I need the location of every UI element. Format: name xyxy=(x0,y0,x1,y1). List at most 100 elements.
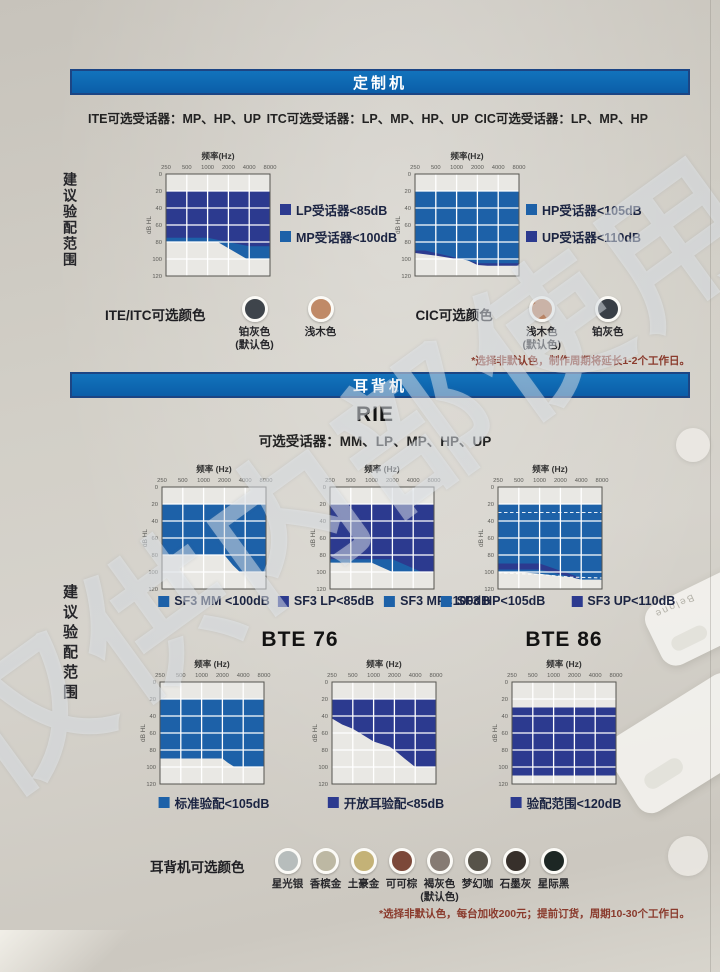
svg-text:120: 120 xyxy=(318,782,328,788)
color-default-tag: (默认色) xyxy=(522,339,562,352)
audiogram-cic: 频率(Hz) 250 500 1000 2000 4000 8000 0 20 40 60 80 100… xyxy=(393,148,527,295)
color-name: 褐灰色 xyxy=(423,878,456,890)
svg-text:250: 250 xyxy=(327,673,337,679)
color-dot xyxy=(426,848,453,874)
svg-text:80: 80 xyxy=(156,240,162,246)
color-swatch: 铂灰色 (默认色) xyxy=(222,296,288,352)
bte86-title: BTE 86 xyxy=(525,628,603,651)
audiogram-svg: 频率 (Hz) 250 500 1000 2000 4000 8000 0 20 40 60 80 10… xyxy=(312,659,442,788)
legend-item: SF3 LP<85dB xyxy=(277,594,375,608)
svg-text:8000: 8000 xyxy=(596,478,609,484)
svg-text:0: 0 xyxy=(325,680,328,686)
legend-cic: HP受话器<105dB UP受话器<110dB xyxy=(526,200,642,246)
svg-text:60: 60 xyxy=(156,223,162,229)
legend-item: 标准验配<105dB xyxy=(158,793,270,812)
svg-text:500: 500 xyxy=(178,478,188,484)
color-name: 铂灰色 xyxy=(592,326,624,338)
svg-text:8000: 8000 xyxy=(260,478,273,484)
svg-text:60: 60 xyxy=(488,536,494,542)
legend-label: SF3 UP<110dB xyxy=(587,594,676,608)
legend-label: 验配范围<120dB xyxy=(526,797,622,811)
svg-text:60: 60 xyxy=(502,731,508,737)
color-swatch: 土豪金 xyxy=(345,848,383,891)
itc-receivers: ITC可选受话器：LP、MP、HP、UP xyxy=(266,112,469,126)
legend-bte86: 验配范围<120dB xyxy=(510,793,622,812)
legend-swatch xyxy=(440,595,452,607)
audiogram-svg: 频率 (Hz) 250 500 1000 2000 4000 8000 0 20 40 60 80 10… xyxy=(310,464,440,593)
legend-swatch xyxy=(280,204,291,215)
color-dot xyxy=(312,848,339,874)
legend-item: UP受话器<110dB xyxy=(526,227,642,246)
legend-swatch xyxy=(526,231,537,242)
svg-text:40: 40 xyxy=(322,714,328,720)
audiogram-svg: 频率(Hz) 250 500 1000 2000 4000 8000 0 20 40 60 80 100… xyxy=(146,151,276,280)
svg-text:40: 40 xyxy=(152,519,158,525)
svg-text:100: 100 xyxy=(152,257,162,263)
legend-swatch xyxy=(571,595,583,607)
legend-item: MP受话器<100dB xyxy=(280,227,397,246)
svg-text:4000: 4000 xyxy=(237,673,250,679)
svg-text:0: 0 xyxy=(159,172,162,178)
svg-text:120: 120 xyxy=(152,274,162,280)
audiogram-bte76-open: 频率 (Hz) 250 500 1000 2000 4000 8000 0 20 40 60 80 10… xyxy=(310,656,444,803)
svg-text:频率 (Hz): 频率 (Hz) xyxy=(546,659,582,669)
color-name: 星光银 xyxy=(271,878,304,890)
legend-label: HP受话器<105dB xyxy=(542,204,642,218)
legend-item: SF3 HP<105dB xyxy=(440,594,545,608)
legend-label: 开放耳验配<85dB xyxy=(343,797,445,811)
legend-swatch xyxy=(280,231,291,242)
svg-text:0: 0 xyxy=(323,485,326,491)
color-swatch: 铂灰色 xyxy=(575,296,641,339)
legend-swatch xyxy=(277,595,289,607)
color-dot xyxy=(540,848,567,874)
rie-title: RIE xyxy=(355,403,395,426)
color-swatch: 浅木色 (默认色) xyxy=(509,296,575,352)
svg-text:4000: 4000 xyxy=(589,673,602,679)
svg-text:频率 (Hz): 频率 (Hz) xyxy=(364,464,400,474)
svg-text:0: 0 xyxy=(408,172,411,178)
svg-text:1000: 1000 xyxy=(367,673,380,679)
banner-bte-label: 耳背机 xyxy=(352,377,407,395)
svg-text:4000: 4000 xyxy=(243,165,256,171)
svg-text:频率 (Hz): 频率 (Hz) xyxy=(194,659,230,669)
svg-text:1000: 1000 xyxy=(195,673,208,679)
svg-text:4000: 4000 xyxy=(239,478,252,484)
svg-text:20: 20 xyxy=(322,697,328,703)
svg-text:dB HL: dB HL xyxy=(492,724,499,742)
svg-text:500: 500 xyxy=(348,673,358,679)
svg-text:100: 100 xyxy=(401,257,411,263)
svg-text:500: 500 xyxy=(514,478,524,484)
earbud-photo xyxy=(668,836,708,876)
audiogram-rie-hp-up: 频率 (Hz) 250 500 1000 2000 4000 8000 0 20 40 60 80 10… xyxy=(476,461,610,608)
svg-text:120: 120 xyxy=(498,782,508,788)
legend-label: 标准验配<105dB xyxy=(174,797,270,811)
svg-text:60: 60 xyxy=(322,731,328,737)
svg-text:2000: 2000 xyxy=(388,673,401,679)
svg-text:500: 500 xyxy=(528,673,538,679)
svg-text:8000: 8000 xyxy=(610,673,623,679)
audiogram-rie-mm: 频率 (Hz) 250 500 1000 2000 4000 8000 0 20 40 60 80 10… xyxy=(140,461,274,608)
svg-text:2000: 2000 xyxy=(471,165,484,171)
svg-text:1000: 1000 xyxy=(533,478,546,484)
svg-text:20: 20 xyxy=(502,697,508,703)
color-swatch: 梦幻咖 xyxy=(459,848,497,891)
svg-text:20: 20 xyxy=(156,189,162,195)
color-dot xyxy=(274,848,301,874)
color-swatch: 浅木色 xyxy=(288,296,354,339)
audiogram-svg: 频率 (Hz) 250 500 1000 2000 4000 8000 0 20 40 60 80 10… xyxy=(492,659,623,788)
color-default-tag: (默认色) xyxy=(235,339,274,352)
svg-text:60: 60 xyxy=(405,223,411,229)
svg-text:4000: 4000 xyxy=(407,478,420,484)
svg-text:100: 100 xyxy=(316,570,326,576)
svg-text:频率(Hz): 频率(Hz) xyxy=(450,151,483,161)
custom-note: *选择非默认色，制作周期将延长1-2个工作日。 xyxy=(471,355,690,367)
legend-item: 验配范围<120dB xyxy=(510,793,622,812)
svg-text:20: 20 xyxy=(320,502,326,508)
ite-receivers: ITE可选受话器：MP、HP、UP xyxy=(88,112,261,126)
fitting-range-label: 建议验配范围 xyxy=(62,172,78,268)
color-group-label: ITE/ITC可选颜色 xyxy=(105,308,206,323)
svg-text:100: 100 xyxy=(146,765,156,771)
svg-text:dB HL: dB HL xyxy=(478,529,485,547)
legend-label: SF3 LP<85dB xyxy=(293,594,375,608)
svg-text:dB HL: dB HL xyxy=(140,724,147,742)
